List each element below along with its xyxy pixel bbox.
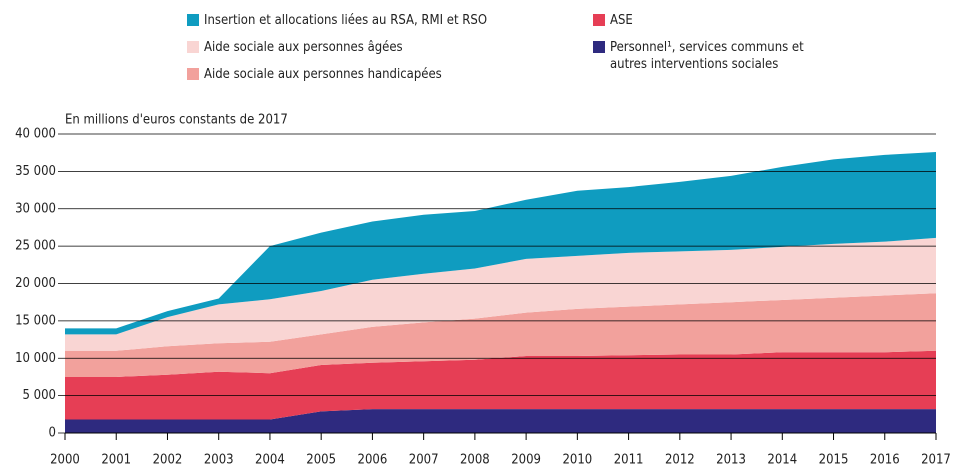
y-axis-label: En millions d'euros constants de 2017 <box>65 113 288 128</box>
legend-label: Aide sociale aux personnes handicapées <box>204 67 442 82</box>
area <box>65 409 936 433</box>
area <box>65 293 936 377</box>
legend-swatch <box>593 41 605 53</box>
area <box>65 237 936 351</box>
legend-item: Personnel¹, services communs et autres i… <box>593 39 808 73</box>
x-tick-label: 2017 <box>921 453 951 468</box>
legend-swatch <box>187 14 199 26</box>
x-tick-label: 2002 <box>153 453 183 468</box>
x-tick-label: 2016 <box>870 453 900 468</box>
legend-item: Insertion et allocations liées au RSA, R… <box>187 12 547 29</box>
y-tick-label: 5 000 <box>23 388 56 403</box>
x-tick-label: 2001 <box>101 453 131 468</box>
x-tick-label: 2008 <box>460 453 490 468</box>
area <box>65 151 936 335</box>
legend-label: Insertion et allocations liées au RSA, R… <box>204 13 488 28</box>
area <box>65 350 936 420</box>
legend-item: Aide sociale aux personnes âgées <box>187 39 547 56</box>
legend-label: Personnel¹, services communs et autres i… <box>610 40 804 72</box>
y-tick-label: 30 000 <box>15 201 56 216</box>
y-tick-label: 10 000 <box>15 351 56 366</box>
legend-swatch <box>593 14 605 26</box>
y-tick-label: 25 000 <box>15 239 56 254</box>
legend-swatch <box>187 41 199 53</box>
legend-item: Aide sociale aux personnes handicapées <box>187 66 547 83</box>
x-tick-label: 2012 <box>665 453 695 468</box>
legend-item: ASE <box>593 12 953 29</box>
y-tick-label: 40 000 <box>15 127 56 142</box>
legend-label: Aide sociale aux personnes âgées <box>204 40 403 55</box>
x-tick-label: 2014 <box>767 453 797 468</box>
x-tick-label: 2010 <box>562 453 592 468</box>
x-tick-label: 2011 <box>614 453 644 468</box>
legend-label: ASE <box>610 13 633 28</box>
x-tick-label: 2006 <box>358 453 388 468</box>
areas <box>65 151 936 433</box>
x-tick-label: 2000 <box>50 453 80 468</box>
x-tick-label: 2003 <box>204 453 234 468</box>
x-tick-label: 2007 <box>409 453 439 468</box>
x-tick-label: 2015 <box>819 453 849 468</box>
y-tick-label: 20 000 <box>15 276 56 291</box>
x-tick-label: 2013 <box>716 453 746 468</box>
y-tick-label: 35 000 <box>15 164 56 179</box>
y-tick-label: 0 <box>49 426 56 441</box>
legend-swatch <box>187 68 199 80</box>
x-tick-label: 2005 <box>306 453 336 468</box>
x-tick-label: 2009 <box>511 453 541 468</box>
y-tick-label: 15 000 <box>15 313 56 328</box>
x-tick-label: 2004 <box>255 453 285 468</box>
